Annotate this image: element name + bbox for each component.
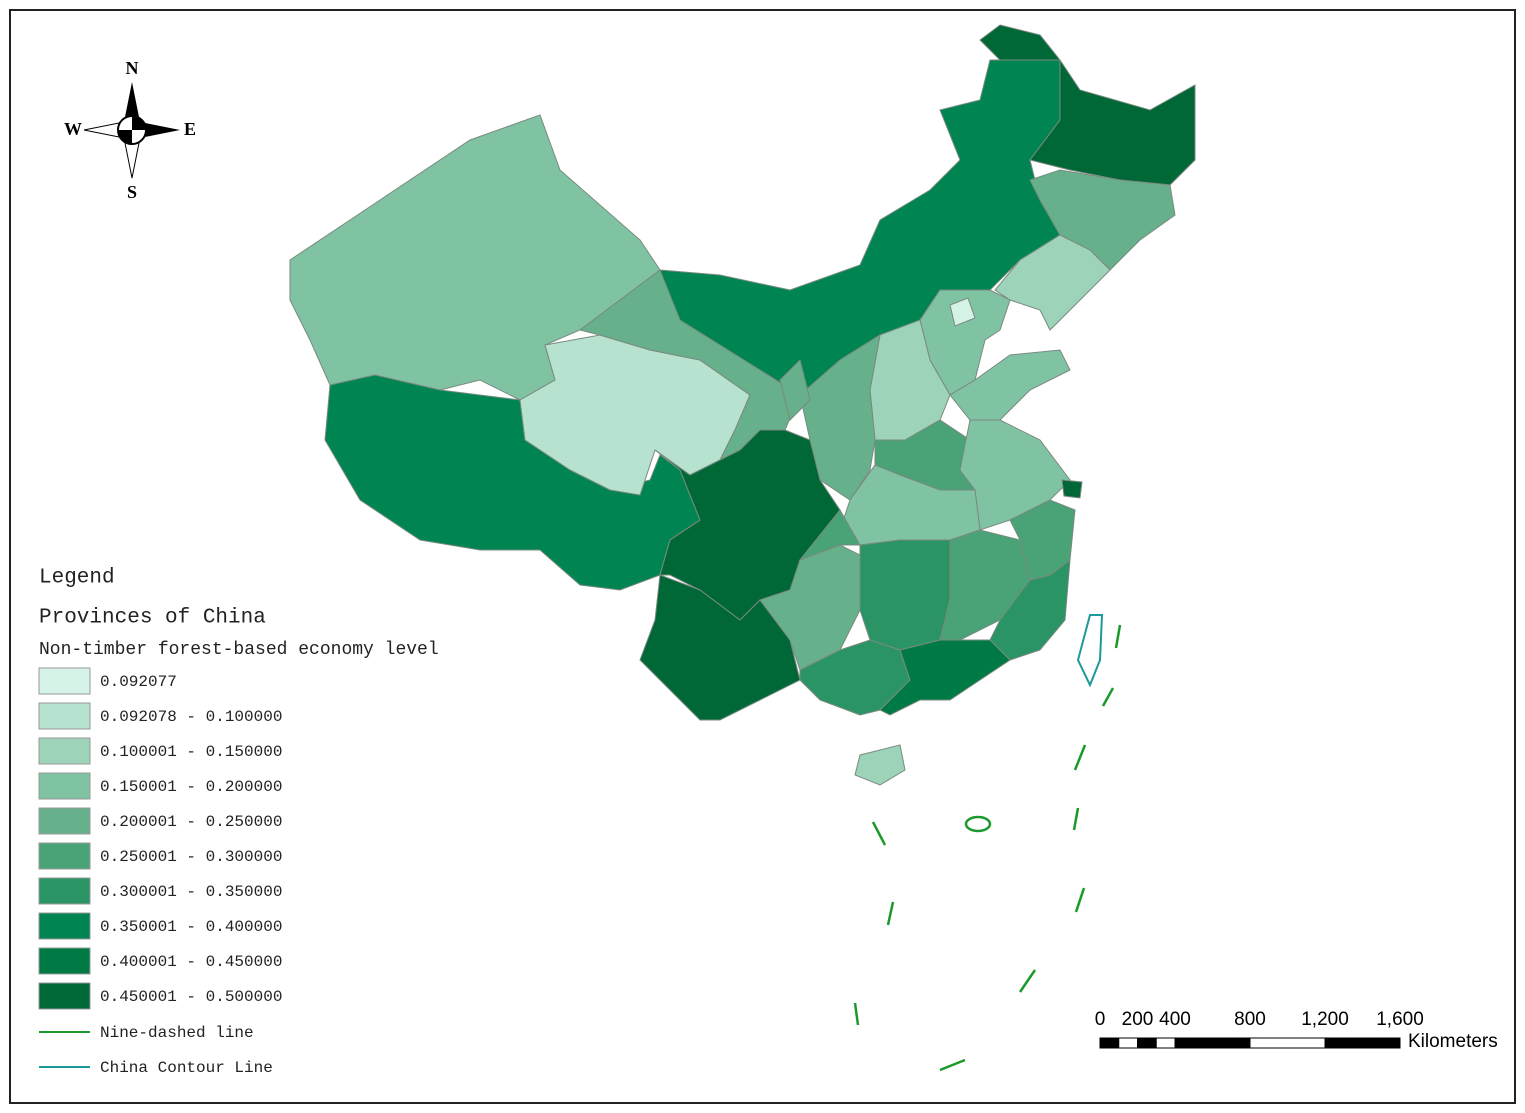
dash [1018,969,1037,993]
legend-field: Non-timber forest-based economy level [39,640,439,660]
compass-center [118,116,146,144]
scale-unit: Kilometers [1408,1031,1498,1052]
hainan [854,744,906,786]
dash [853,1002,860,1026]
dash [1074,887,1086,913]
yunnan [639,574,801,721]
scale-segment [1099,1037,1120,1049]
legend-label: 0.200001 - 0.250000 [100,813,282,831]
dash [1114,624,1122,649]
jilin [1029,169,1176,271]
legend-swatch [38,947,91,975]
scale-label: 400 [1159,1009,1191,1030]
hunan [859,539,951,651]
legend-label: 0.250001 - 0.300000 [100,848,282,866]
dash [1073,744,1087,771]
legend-swatch [38,982,91,1010]
legend-label: 0.350001 - 0.400000 [100,918,282,936]
legend-swatch [38,772,91,800]
legend-label: 0.450001 - 0.500000 [100,988,282,1006]
legend-label: China Contour Line [100,1059,273,1077]
compass-east: E [184,119,196,139]
liaoning [994,234,1111,331]
scale-segment [1324,1037,1401,1049]
scale-label: 800 [1234,1009,1266,1030]
dash [1072,807,1080,831]
shanghai [1061,479,1083,499]
legend-label: 0.400001 - 0.450000 [100,953,282,971]
scale-segment [1249,1037,1326,1049]
nine-dashed-line [853,624,1122,1072]
legend-swatch [38,702,91,730]
island [964,815,992,833]
compass-south: S [127,182,137,202]
legend-swatch [38,667,91,695]
legend-swatch [38,737,91,765]
legend-label: 0.150001 - 0.200000 [100,778,282,796]
legend-swatch [38,842,91,870]
dash [871,821,887,846]
compass-north: N [126,58,139,78]
scale-label: 1,600 [1376,1009,1424,1030]
scale-segment [1137,1037,1157,1049]
compass-west: W [64,119,82,139]
legend-swatch [38,912,91,940]
legend-label: 0.092077 [100,673,177,691]
fujian [989,558,1071,661]
scale-segment [1118,1037,1138,1049]
scale-segment [1174,1037,1251,1049]
legend-label: 0.100001 - 0.150000 [100,743,282,761]
dash [1101,687,1115,707]
guangdong [879,639,1011,716]
legend-swatch [38,807,91,835]
legend-label: 0.300001 - 0.350000 [100,883,282,901]
scale-label: 0 [1095,1009,1106,1030]
legend-title: Legend [39,567,115,590]
dash [886,901,895,926]
dash [939,1058,966,1072]
legend-layer: Provinces of China [39,607,266,630]
legend-label: 0.092078 - 0.100000 [100,708,282,726]
compass: N S E W [64,58,196,202]
ningxia [779,359,811,421]
shandong [949,349,1071,421]
scale-label: 200 [1122,1009,1154,1030]
province-layer [289,24,1196,786]
scale-segment [1155,1037,1176,1049]
legend-swatch [38,877,91,905]
taiwan-contour [1076,614,1104,688]
legend-label: Nine-dashed line [100,1024,254,1042]
beijing [949,297,976,327]
legend: 0.092077 0.092078 - 0.100000 0.100001 - 0.… [38,667,282,1077]
scale-label: 1,200 [1301,1009,1349,1030]
